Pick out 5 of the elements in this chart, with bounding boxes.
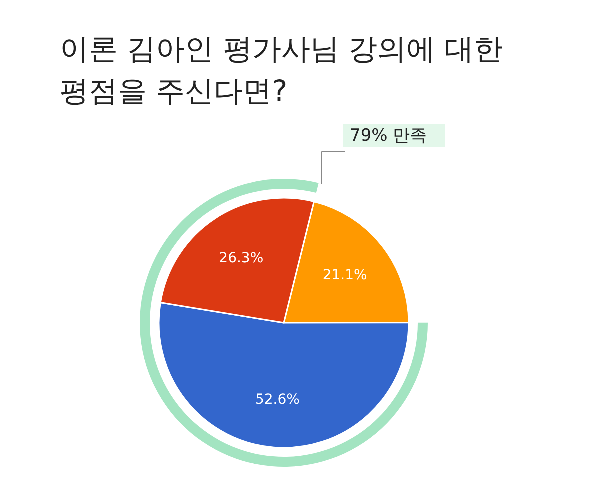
data-label: 52.6% — [255, 392, 300, 408]
data-label: 21.1% — [322, 267, 368, 284]
chart-title: 이론 김아인 평가사님 강의에 대한 평점을 주신다면? — [60, 32, 503, 108]
data-label: 26.3% — [219, 250, 264, 266]
text: 79% 만족 — [350, 126, 428, 146]
